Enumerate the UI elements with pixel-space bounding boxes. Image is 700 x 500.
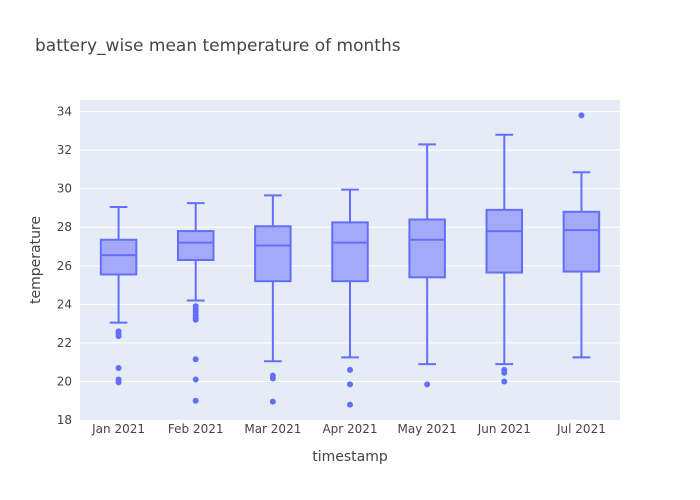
outlier-point [115, 364, 122, 371]
outlier-point [347, 381, 353, 388]
box-group [176, 202, 215, 404]
box-group [331, 188, 369, 408]
iqr-box [99, 238, 138, 276]
y-tick-label: 30 [57, 182, 72, 196]
x-tick-label: May 2021 [398, 422, 457, 436]
outlier-point [347, 401, 353, 408]
outlier-point [501, 369, 508, 376]
x-axis-ticks: Jan 2021 Feb 2021 Mar 2021 Apr 2021 May 2021… [91, 422, 606, 436]
y-tick-label: 28 [57, 220, 72, 234]
y-tick-label: 34 [57, 105, 72, 119]
box-group [408, 143, 446, 388]
x-tick-label: Jan 2021 [91, 422, 145, 436]
iqr-box [562, 210, 601, 273]
box-group [485, 133, 524, 385]
iqr-box [176, 230, 215, 261]
y-tick-label: 18 [57, 413, 72, 427]
x-tick-label: Jun 2021 [477, 422, 531, 436]
box-group [562, 112, 601, 359]
outlier-point [269, 375, 276, 382]
outlier-point [115, 333, 122, 340]
outlier-point [269, 398, 276, 405]
iqr-box [485, 208, 524, 274]
iqr-box [254, 225, 292, 283]
x-axis-title: timestamp [312, 449, 388, 465]
box-group [99, 205, 138, 386]
chart-title: battery_wise mean temperature of months [35, 36, 401, 56]
outlier-point [501, 378, 508, 385]
y-tick-label: 26 [57, 259, 72, 273]
y-axis-title: temperature [28, 216, 44, 304]
outlier-point [192, 316, 199, 323]
box-series [99, 112, 601, 408]
outlier-point [192, 356, 199, 363]
x-tick-label: Feb 2021 [168, 422, 224, 436]
y-tick-label: 20 [57, 374, 72, 388]
box-group [254, 194, 292, 405]
y-tick-label: 22 [57, 336, 72, 350]
x-tick-label: Jul 2021 [556, 422, 606, 436]
iqr-box [408, 218, 446, 279]
outlier-point [424, 381, 431, 388]
iqr-box [331, 221, 369, 283]
outlier-point [115, 379, 122, 386]
y-tick-label: 32 [57, 143, 72, 157]
outlier-point [347, 366, 353, 373]
y-axis-ticks: 18 20 22 24 26 28 30 32 34 [57, 105, 72, 427]
x-tick-label: Mar 2021 [244, 422, 301, 436]
outlier-point [192, 376, 199, 383]
y-tick-label: 24 [57, 297, 72, 311]
outlier-point [578, 112, 585, 119]
outlier-point [192, 397, 199, 404]
x-tick-label: Apr 2021 [322, 422, 377, 436]
